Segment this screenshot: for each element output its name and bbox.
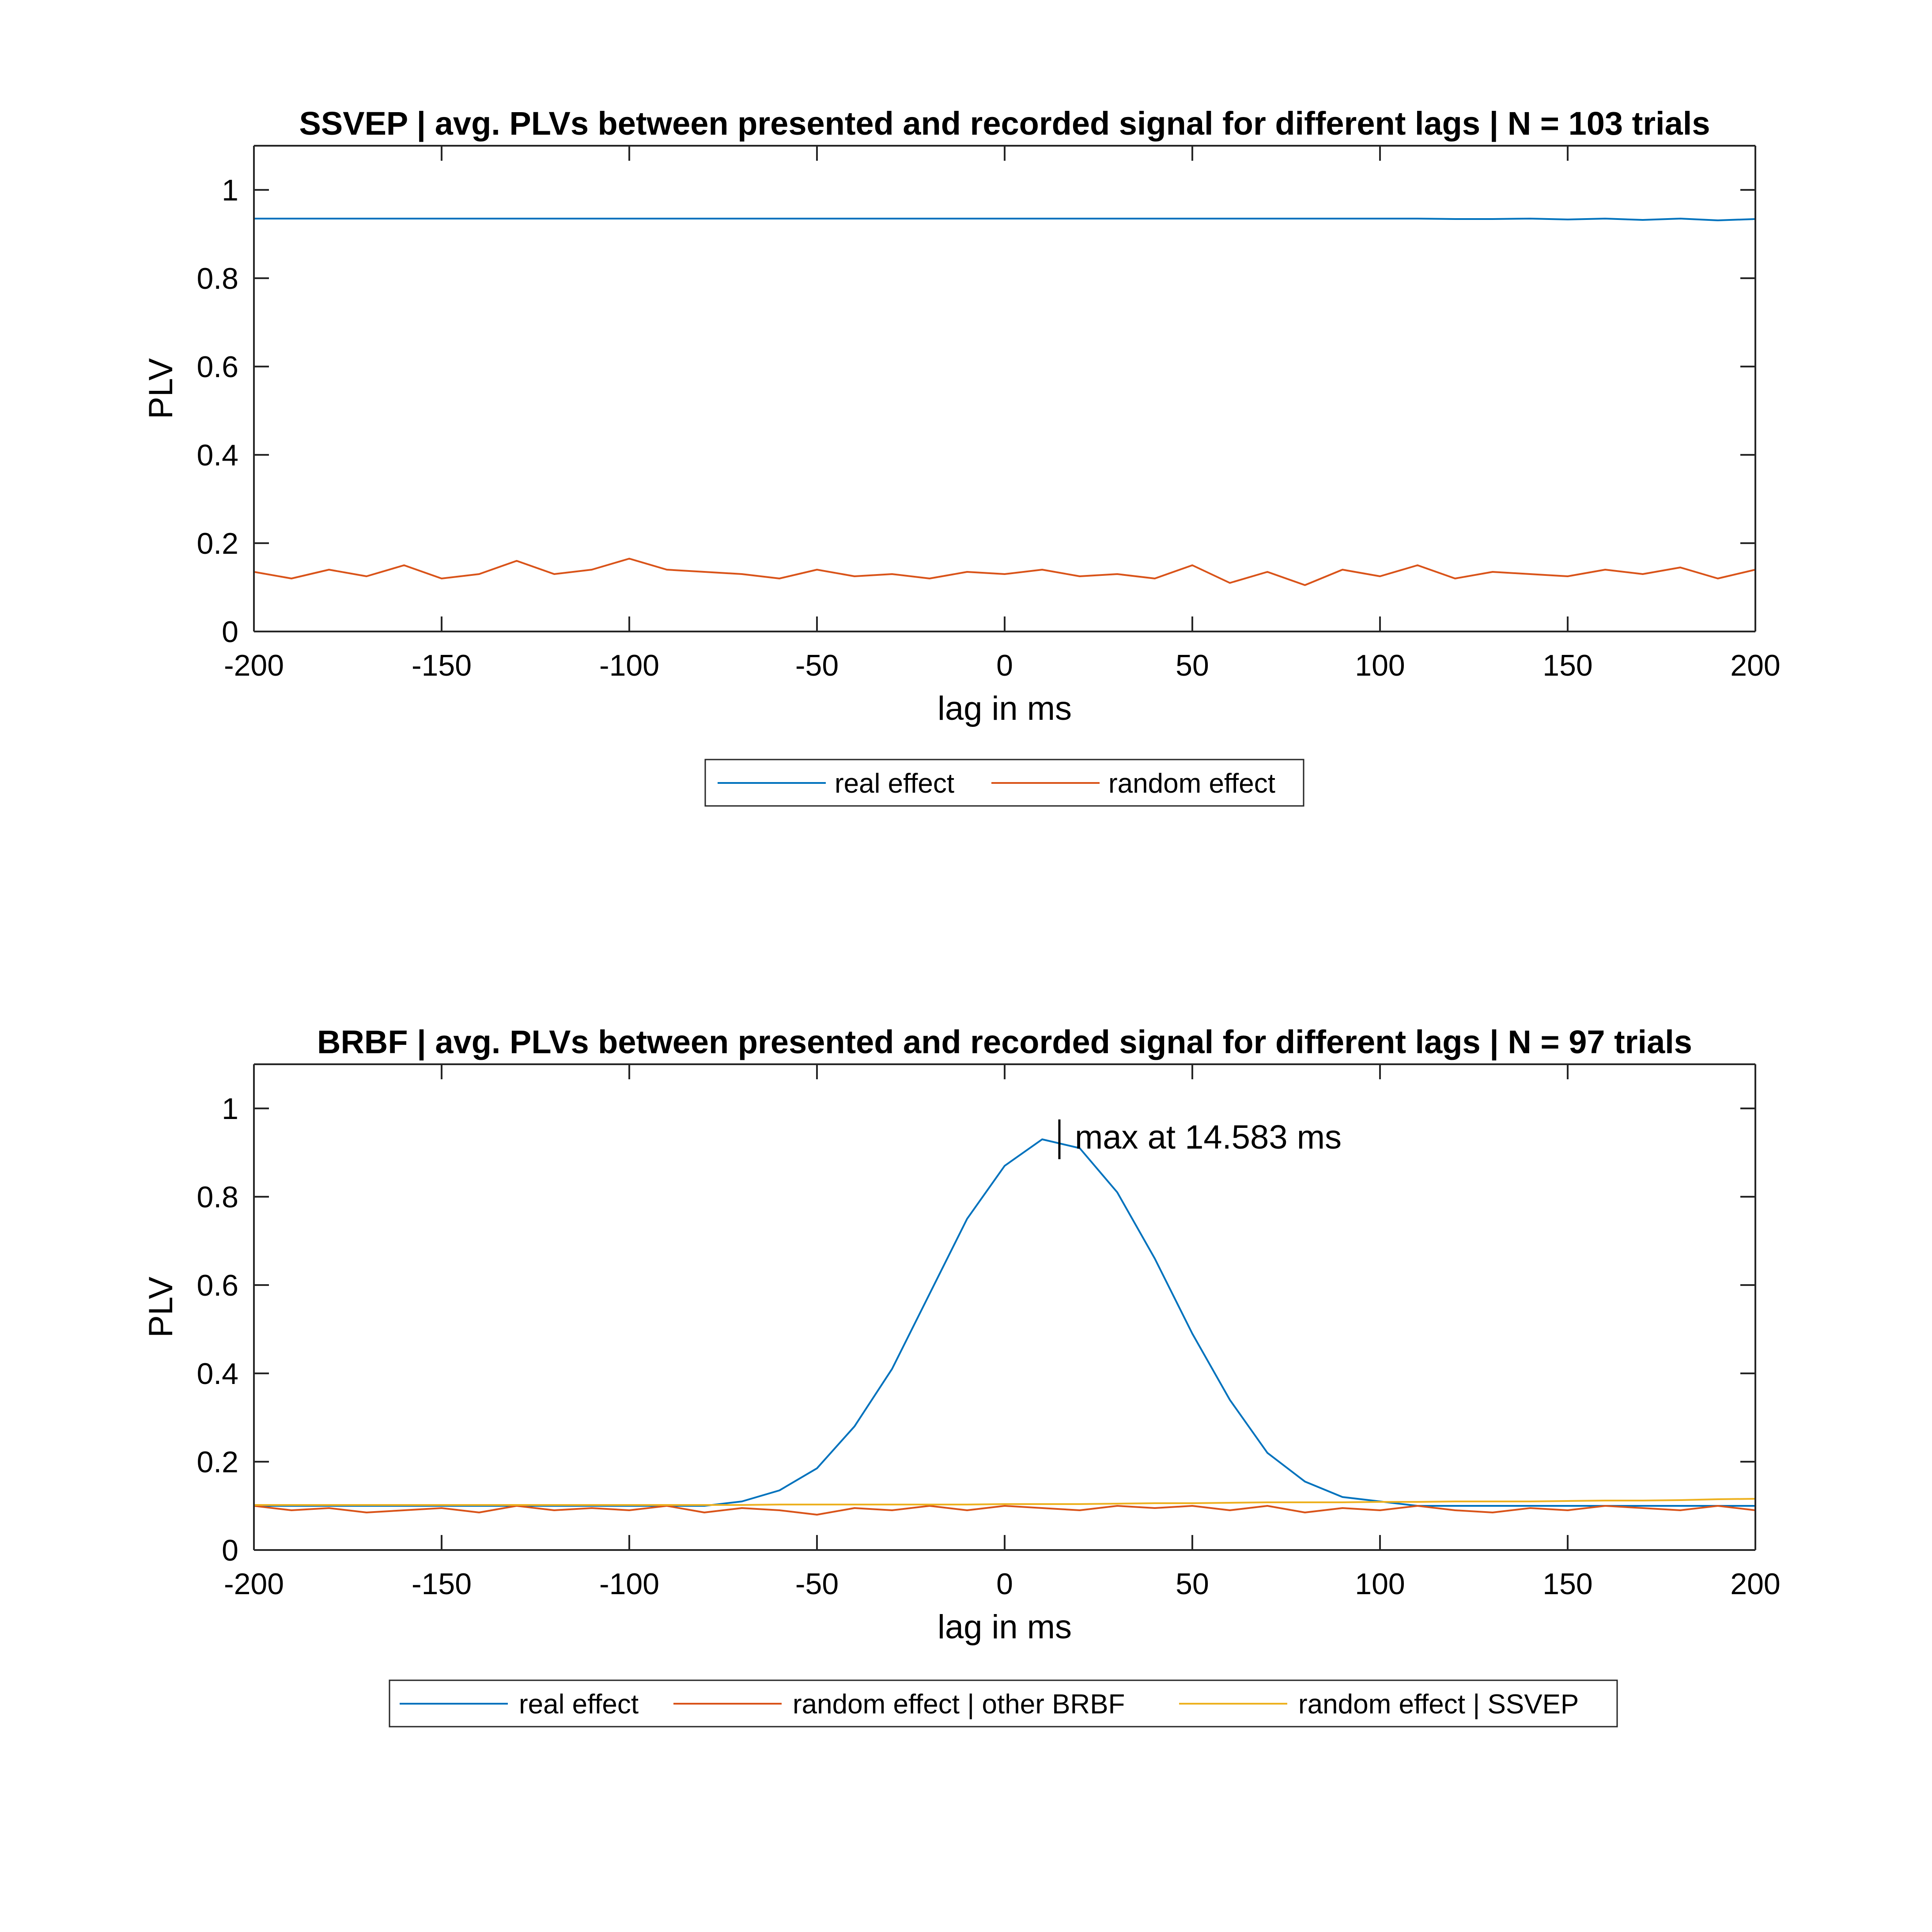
y-axis-label: PLV <box>142 1277 180 1338</box>
legend-box <box>389 1679 1618 1728</box>
legend: real effect random effect | other BRBF r… <box>389 1679 1618 1728</box>
y-tick-label: 0.6 <box>197 350 238 384</box>
y-tick-label: 0.4 <box>197 1357 238 1391</box>
y-tick-label: 0 <box>222 1534 238 1567</box>
x-tick-label: 100 <box>1355 649 1405 682</box>
x-tick-label: -150 <box>412 1567 472 1601</box>
max-annotation-label: max at 14.583 ms <box>1075 1119 1342 1156</box>
series-layer <box>253 218 1756 586</box>
chart-title: SSVEP | avg. PLVs between presented and … <box>299 105 1710 142</box>
plot-area <box>254 146 1755 631</box>
y-tick-label: 0.4 <box>197 439 238 472</box>
x-tick-label: 50 <box>1176 1567 1209 1601</box>
tick-layer: -200 -150 -100 -50 0 50 100 150 200 0 0.2 0.4 0.6 0.8… <box>197 146 1781 682</box>
legend-label-real-effect: real effect <box>519 1689 639 1720</box>
y-tick-label: 0 <box>222 615 238 649</box>
x-tick-label: 100 <box>1355 1567 1405 1601</box>
legend-label-random-effect-other-brbf: random effect | other BRBF <box>793 1689 1125 1720</box>
series-layer <box>253 1138 1756 1516</box>
chart-brbf: BRBF | avg. PLVs between presented and r… <box>142 1024 1781 1728</box>
y-tick-label: 0.8 <box>197 1180 238 1214</box>
chart-title: BRBF | avg. PLVs between presented and r… <box>317 1024 1692 1061</box>
legend-label-random-effect-ssvep: random effect | SSVEP <box>1298 1689 1579 1720</box>
y-tick-label: 0.2 <box>197 1445 238 1479</box>
series-line-random-effect <box>253 558 1756 586</box>
x-tick-label: -200 <box>224 649 284 682</box>
x-tick-label: -50 <box>795 649 839 682</box>
x-tick-label: -100 <box>599 1567 659 1601</box>
x-tick-label: 150 <box>1543 1567 1592 1601</box>
y-axis-label: PLV <box>142 358 180 419</box>
x-tick-label: -150 <box>412 649 472 682</box>
x-tick-label: 0 <box>996 1567 1013 1601</box>
y-tick-label: 0.8 <box>197 262 238 295</box>
x-tick-label: 0 <box>996 649 1013 682</box>
legend-label-random-effect: random effect <box>1108 768 1275 799</box>
x-axis-label: lag in ms <box>938 690 1072 727</box>
x-tick-label: -100 <box>599 649 659 682</box>
series-line-random-effect-other-brbf <box>253 1505 1756 1516</box>
x-tick-label: 200 <box>1730 1567 1780 1601</box>
y-tick-label: 0.2 <box>197 527 238 560</box>
max-annotation: max at 14.583 ms <box>1058 1119 1342 1159</box>
tick-layer: -200 -150 -100 -50 0 50 100 150 200 0 0.2 0.4 0.6 0.8… <box>197 1064 1781 1601</box>
series-line-random-effect-ssvep <box>254 1498 1756 1506</box>
x-tick-label: -50 <box>795 1567 839 1601</box>
y-tick-label: 1 <box>222 174 238 207</box>
chart-ssvep: SSVEP | avg. PLVs between presented and … <box>142 105 1781 807</box>
x-axis-label: lag in ms <box>938 1608 1072 1646</box>
x-tick-label: -200 <box>224 1567 284 1601</box>
x-tick-label: 200 <box>1730 649 1780 682</box>
x-tick-label: 150 <box>1543 649 1592 682</box>
legend: real effect random effect <box>704 759 1304 807</box>
y-tick-label: 1 <box>222 1092 238 1126</box>
legend-label-real-effect: real effect <box>835 768 954 799</box>
series-line-real-effect <box>254 218 1756 221</box>
x-tick-label: 50 <box>1176 649 1209 682</box>
y-tick-label: 0.6 <box>197 1269 238 1302</box>
plot-area <box>254 1064 1755 1550</box>
